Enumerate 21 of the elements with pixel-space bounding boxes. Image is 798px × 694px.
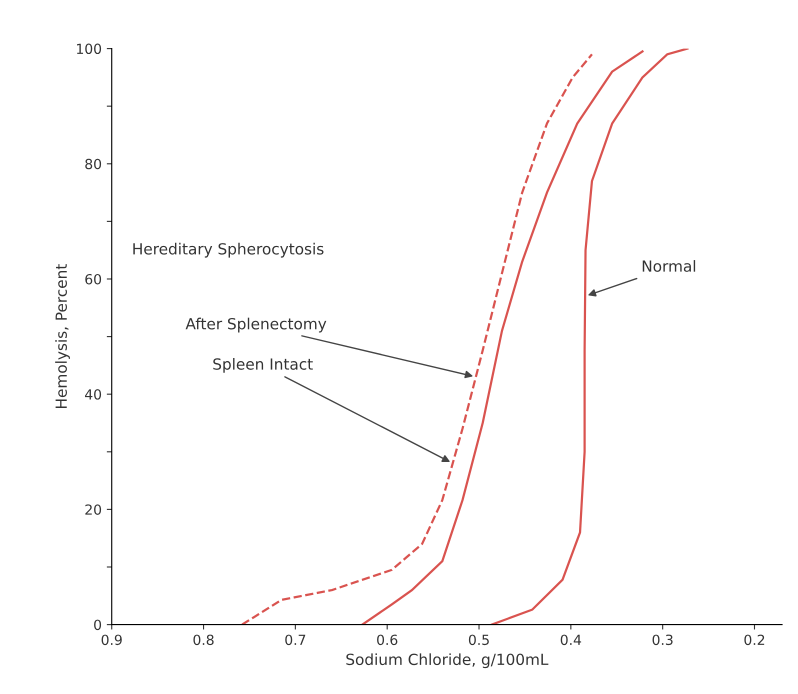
x-tick-label: 0.3 (652, 634, 673, 646)
x-tick-label: 0.6 (377, 634, 398, 646)
y-axis-title: Hemolysis, Percent (55, 264, 70, 408)
y-tick-label: 20 (85, 504, 102, 515)
annotation: After Splenectomy (186, 318, 326, 332)
x-tick-label: 0.2 (744, 634, 764, 646)
x-tick-label: 0.5 (468, 634, 489, 646)
x-tick-label: 0.8 (193, 634, 214, 646)
y-tick-label: 0 (94, 620, 102, 630)
y-tick-label: 80 (85, 158, 102, 170)
x-tick-label: 0.7 (285, 634, 306, 646)
annotation: Hereditary Spherocytosis (133, 242, 324, 258)
x-tick-label: 0.9 (102, 634, 122, 646)
y-tick-label: 100 (77, 44, 102, 54)
annotation: Spleen Intact (213, 358, 313, 373)
y-tick-label: 60 (85, 274, 102, 284)
x-axis-title: Sodium Chloride, g/100mL (346, 653, 548, 668)
annotation: Normal (642, 260, 696, 272)
x-tick-label: 0.4 (560, 634, 582, 646)
line-series (361, 50, 644, 625)
y-tick-label: 40 (85, 389, 102, 400)
